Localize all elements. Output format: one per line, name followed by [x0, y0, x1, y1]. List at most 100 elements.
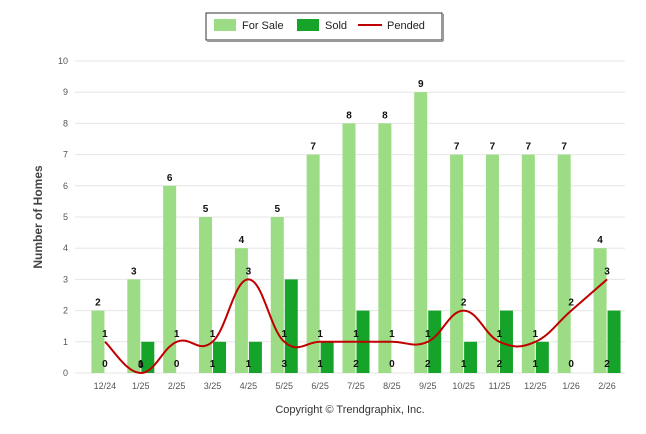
x-tick-label: 1/26 — [562, 381, 580, 391]
data-label-pended: 1 — [353, 329, 359, 340]
data-label-for-sale: 9 — [418, 79, 424, 90]
data-label-sold: 2 — [604, 359, 610, 370]
data-label-for-sale: 7 — [561, 142, 567, 153]
data-label-pended: 1 — [210, 329, 216, 340]
y-tick-label: 9 — [63, 87, 68, 97]
data-label-sold: 0 — [568, 359, 574, 370]
data-label-pended: 1 — [174, 329, 180, 340]
bars — [91, 92, 621, 374]
data-label-sold: 2 — [425, 359, 431, 370]
bar-sold — [535, 341, 549, 373]
x-tick-label: 8/25 — [383, 381, 401, 391]
bar-sold — [428, 310, 442, 373]
bar-for-sale — [414, 92, 428, 373]
data-label-for-sale: 7 — [526, 142, 532, 153]
pended-line — [104, 278, 608, 375]
bar-sold — [248, 341, 262, 373]
data-label-pended: 1 — [317, 329, 323, 340]
data-label-for-sale: 6 — [167, 173, 173, 184]
y-tick-label: 1 — [63, 337, 68, 347]
data-label-sold: 1 — [210, 359, 216, 370]
bar-for-sale — [306, 154, 320, 373]
bar-for-sale — [163, 185, 177, 373]
data-label-pended: 0 — [138, 360, 144, 371]
bar-for-sale — [485, 154, 499, 373]
data-label-pended: 1 — [425, 329, 431, 340]
bar-for-sale — [91, 310, 105, 373]
bar-sold — [213, 341, 227, 373]
x-tick-label: 11/25 — [489, 381, 511, 391]
data-label-sold: 1 — [461, 359, 467, 370]
bar-for-sale — [127, 279, 141, 373]
x-tick-label: 12/25 — [524, 381, 547, 391]
data-label-sold: 1 — [317, 359, 323, 370]
data-label-for-sale: 8 — [382, 110, 388, 121]
data-label-sold: 2 — [353, 359, 359, 370]
data-label-sold: 3 — [281, 359, 287, 370]
x-tick-label: 3/25 — [204, 381, 222, 391]
x-tick-label: 2/26 — [598, 381, 616, 391]
data-label-for-sale: 3 — [131, 266, 137, 277]
data-label-sold: 1 — [138, 359, 144, 370]
legend-label-pended: Pended — [387, 20, 425, 32]
y-tick-label: 10 — [58, 56, 68, 66]
data-label-pended: 3 — [246, 266, 252, 277]
x-tick-label: 9/25 — [419, 381, 437, 391]
y-tick-label: 0 — [63, 368, 68, 378]
legend-label-sold: Sold — [325, 20, 347, 32]
bar-for-sale — [521, 154, 535, 373]
y-axis-ticks: 0 1 2 3 4 5 6 7 8 9 10 — [58, 56, 68, 378]
data-label-sold: 0 — [174, 359, 180, 370]
data-label-for-sale: 8 — [346, 110, 352, 121]
data-label-pended: 2 — [568, 298, 574, 309]
data-label-pended: 2 — [461, 298, 467, 309]
data-label-sold: 1 — [533, 359, 539, 370]
data-label-sold: 0 — [389, 359, 395, 370]
y-axis-label: Number of Homes — [31, 165, 45, 269]
y-tick-label: 4 — [63, 243, 68, 253]
bar-sold — [284, 279, 298, 373]
legend-swatch-for-sale — [214, 19, 236, 31]
y-tick-label: 6 — [63, 181, 68, 191]
x-tick-label: 6/25 — [311, 381, 329, 391]
x-tick-label: 4/25 — [240, 381, 258, 391]
y-tick-label: 5 — [63, 212, 68, 222]
legend: For Sale Sold Pended — [205, 12, 444, 42]
data-label-for-sale: 7 — [490, 142, 496, 153]
bar-for-sale — [593, 248, 607, 373]
bar-for-sale — [234, 248, 248, 373]
x-tick-label: 12/24 — [94, 381, 117, 391]
data-label-sold: 0 — [102, 359, 108, 370]
data-label-pended: 1 — [389, 329, 395, 340]
x-axis-ticks: 12/24 1/25 2/25 3/25 4/25 5/25 6/25 7/25 8/25 9/2… — [94, 381, 616, 391]
data-label-pended: 1 — [497, 329, 503, 340]
x-tick-label: 5/25 — [276, 381, 294, 391]
x-tick-label: 2/25 — [168, 381, 186, 391]
bar-for-sale — [342, 123, 356, 374]
x-tick-label: 1/25 — [132, 381, 150, 391]
x-tick-label: 10/25 — [452, 381, 475, 391]
bar-for-sale — [557, 154, 571, 373]
y-tick-label: 2 — [63, 306, 68, 316]
copyright: Copyright © Trendgraphix, Inc. — [275, 404, 424, 416]
data-label-pended: 1 — [533, 329, 539, 340]
legend-swatch-sold — [297, 19, 319, 31]
data-label-for-sale: 5 — [203, 204, 209, 215]
y-tick-label: 8 — [63, 118, 68, 128]
data-label-for-sale: 2 — [95, 298, 101, 309]
data-label-sold: 1 — [246, 359, 252, 370]
data-label-pended: 3 — [604, 266, 610, 277]
legend-label-for-sale: For Sale — [242, 20, 284, 32]
data-label-for-sale: 4 — [239, 235, 245, 246]
bar-for-sale — [450, 154, 464, 373]
x-tick-label: 7/25 — [347, 381, 365, 391]
data-label-for-sale: 4 — [597, 235, 603, 246]
legend-box — [205, 12, 443, 41]
data-label-pended: 1 — [102, 329, 108, 340]
pended-series-line — [104, 278, 608, 375]
y-tick-label: 3 — [63, 274, 68, 284]
bar-sold — [464, 341, 478, 373]
data-label-pended: 1 — [281, 329, 287, 340]
bar-sold — [320, 341, 334, 373]
